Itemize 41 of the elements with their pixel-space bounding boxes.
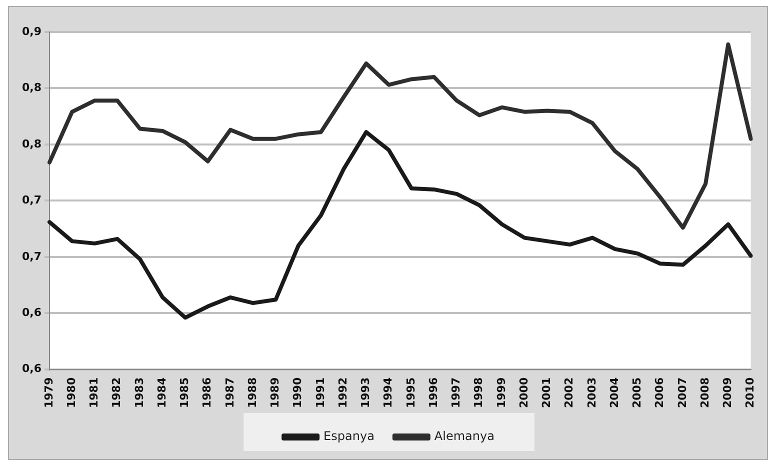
x-tick-label: 2010 (744, 377, 757, 408)
x-tick-label: 1994 (382, 377, 395, 408)
x-tick-label: 2008 (698, 377, 712, 408)
y-tick-label: 0,7 (22, 250, 42, 263)
x-tick-label: 1990 (291, 377, 304, 408)
x-tick-label: 1999 (494, 377, 508, 408)
legend-label: Espanya (324, 429, 374, 444)
x-tick-label: 2001 (540, 377, 554, 408)
x-tick-label: 1988 (246, 377, 259, 408)
x-tick-label: 1991 (314, 377, 327, 408)
x-tick-label: 1982 (110, 377, 124, 408)
x-tick-label: 1981 (88, 377, 101, 408)
legend-label: Alemanya (434, 429, 494, 444)
x-tick-label: 1993 (359, 377, 372, 408)
x-tick-label: 2004 (608, 377, 621, 408)
x-tick-label: 1996 (426, 377, 440, 408)
y-tick-label: 0,8 (22, 137, 42, 150)
x-tick-label: 2002 (562, 377, 576, 408)
x-tick-label: 2007 (676, 377, 689, 408)
x-tick-label: 1987 (223, 377, 236, 408)
x-tick-label: 2006 (653, 377, 666, 408)
x-tick-label: 1995 (404, 377, 418, 408)
x-tick-label: 2009 (721, 377, 734, 408)
x-tick-label: 2005 (630, 377, 644, 408)
y-tick-label: 0,6 (22, 306, 42, 320)
y-tick-label: 0,7 (22, 194, 42, 207)
x-tick-label: 1998 (472, 377, 486, 408)
x-tick-label: 1997 (450, 377, 463, 408)
x-tick-label: 1986 (200, 377, 214, 408)
x-tick-label: 1992 (336, 377, 350, 408)
y-tick-label: 0,9 (22, 24, 42, 38)
x-tick-label: 2000 (517, 377, 530, 408)
x-tick-label: 1985 (178, 377, 192, 408)
y-tick-label: 0,8 (22, 81, 42, 94)
x-tick-label: 1980 (64, 377, 78, 408)
y-tick-label: 0,6 (22, 362, 42, 376)
x-tick-label: 1989 (268, 377, 282, 408)
x-tick-label: 1979 (42, 377, 56, 408)
x-tick-label: 1984 (155, 377, 168, 408)
x-tick-label: 2003 (585, 377, 598, 408)
x-tick-label: 1983 (132, 377, 146, 408)
